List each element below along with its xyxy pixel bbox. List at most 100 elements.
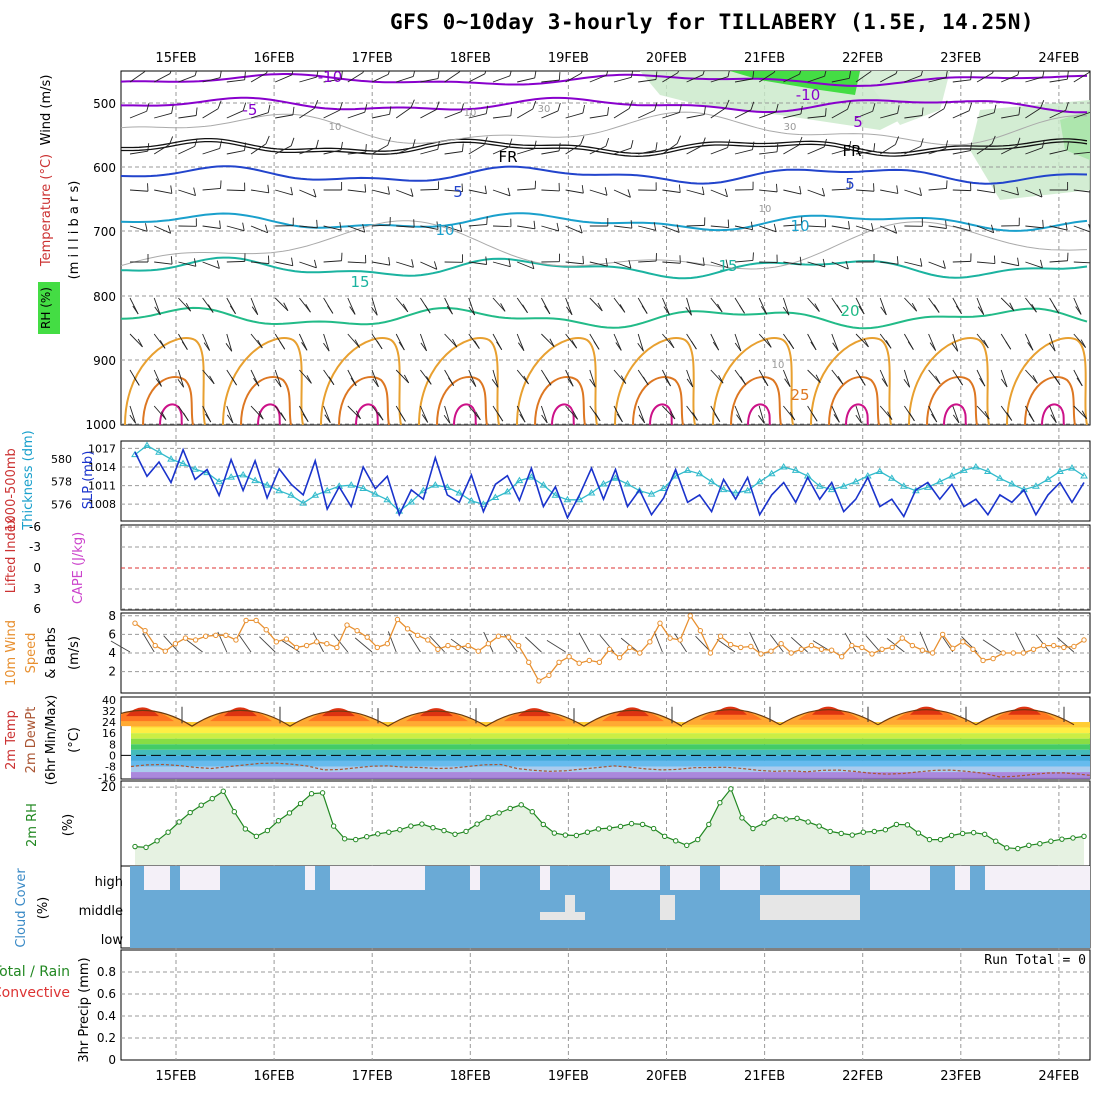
wind-barb — [692, 412, 698, 421]
wind10m-point — [445, 642, 451, 649]
ylabel-wind10m-4: (m/s) — [67, 636, 82, 670]
wind-barb — [242, 102, 247, 111]
date-label-bottom: 23FEB — [940, 1069, 981, 1084]
wind-barb — [582, 255, 584, 264]
wind-barb — [976, 261, 995, 265]
wind-barb — [933, 304, 940, 313]
wind-barb — [202, 261, 220, 269]
wind-barb — [486, 216, 488, 225]
wind-barb — [395, 369, 410, 384]
wind-barb — [734, 109, 752, 119]
rh-point — [959, 830, 966, 837]
wind-barb — [1001, 378, 1008, 388]
thickness-point — [851, 477, 860, 485]
wind-barb — [509, 71, 512, 76]
wind10m-point — [465, 642, 471, 649]
wind-barb — [170, 256, 173, 265]
thickness-point — [959, 466, 968, 473]
pressure-tick-label: 800 — [93, 290, 116, 304]
wind-barb — [372, 378, 379, 388]
wind-barb — [314, 259, 317, 268]
wind-barb — [1000, 297, 1015, 312]
wind-barb — [522, 304, 528, 313]
wind-barb — [395, 297, 409, 313]
wind-barb — [783, 144, 800, 155]
wind-barb — [1049, 225, 1068, 231]
wind-barb — [946, 180, 948, 189]
wind10m-point — [828, 647, 835, 653]
wind-barb — [776, 183, 778, 192]
wind-barb-10m — [886, 638, 905, 653]
wind-barb — [377, 411, 384, 421]
wind-barb — [725, 259, 729, 268]
wind-barb — [928, 108, 945, 119]
rh-point — [518, 802, 524, 808]
thickness-point — [719, 485, 728, 493]
isotherm-35 — [649, 403, 673, 425]
wind-barb — [686, 74, 704, 83]
wind-barb — [945, 220, 947, 229]
temp-band — [131, 766, 1090, 773]
wind-barb — [147, 143, 150, 152]
wind-barb — [132, 305, 139, 315]
wind-barb — [444, 333, 458, 348]
wind-barb — [129, 71, 146, 83]
wind-barb — [558, 142, 561, 151]
wind-barb — [323, 333, 330, 352]
wind10m-point — [990, 655, 996, 662]
wind-barb — [275, 378, 282, 388]
rh-point — [242, 826, 249, 832]
temp-hump — [420, 708, 453, 717]
thickness-point — [779, 463, 788, 470]
wind10m-point — [142, 627, 148, 634]
temp-curve — [877, 709, 977, 726]
wind10m-point — [1020, 650, 1027, 656]
wind-barb — [1025, 107, 1041, 119]
wind-barb — [290, 186, 293, 196]
isotherm-30 — [534, 376, 586, 425]
wind10m-point — [909, 642, 916, 649]
rh-point — [419, 821, 425, 827]
wind-barb — [879, 297, 887, 316]
wind-barb — [468, 144, 485, 155]
wind10m-point — [768, 648, 774, 654]
wind-barb-10m — [1015, 632, 1026, 653]
wind-barb — [758, 333, 772, 348]
wind-barb — [582, 104, 585, 114]
wind-barb — [589, 189, 608, 196]
wind-barb — [627, 189, 631, 198]
thickness-point — [1044, 475, 1052, 482]
wind-barb — [655, 71, 658, 80]
wind-barb — [758, 405, 765, 424]
wind-barb — [613, 108, 630, 119]
contour-label: 15 — [718, 257, 737, 275]
temp-tick-label: 16 — [102, 727, 116, 740]
wind10m-point — [788, 650, 794, 656]
precip-tick-label: 0 — [108, 1053, 116, 1067]
thickness-line — [134, 444, 1085, 512]
rh-point — [430, 825, 436, 831]
wind-barb — [641, 305, 648, 314]
wind-barb — [807, 146, 825, 155]
wind-barb — [544, 305, 551, 315]
wind-barb — [154, 112, 172, 119]
wind-barb — [387, 71, 390, 75]
contour-label: 5 — [853, 113, 863, 131]
rh-point — [937, 836, 944, 843]
wind-barb — [739, 305, 745, 314]
rh-point — [209, 795, 215, 802]
wind-barb — [955, 305, 962, 314]
date-label-bottom: 22FEB — [842, 1069, 883, 1084]
wind10m-panel — [110, 613, 1090, 684]
temp-hump — [126, 707, 159, 717]
temp-band — [131, 727, 1090, 734]
wind-barb — [219, 220, 221, 229]
wind-barb — [724, 188, 728, 197]
wind-barb — [702, 71, 705, 75]
cloud-gap-high — [180, 866, 220, 890]
rh-point — [1070, 835, 1076, 841]
wind10m-point — [374, 644, 380, 651]
wind-barb — [171, 105, 174, 114]
wind-barb — [153, 144, 170, 155]
cloud-gap-high — [330, 866, 425, 890]
